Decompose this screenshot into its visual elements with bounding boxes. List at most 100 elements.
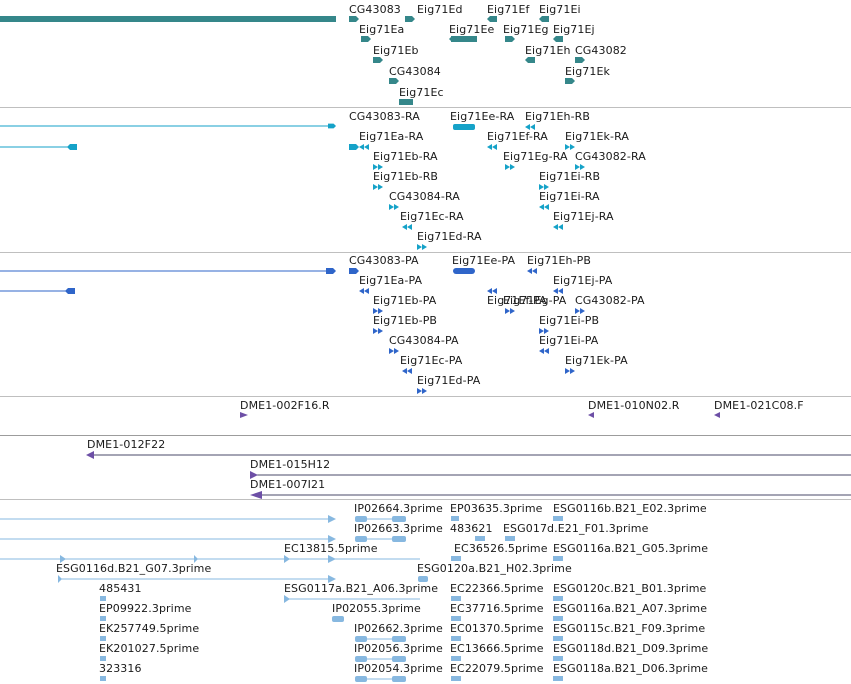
gene-label[interactable]: Eig71Eb <box>373 44 419 57</box>
protein-glyph[interactable] <box>565 368 575 374</box>
est-glyph[interactable] <box>553 636 563 641</box>
transcript-glyph[interactable] <box>539 204 549 210</box>
gene-glyph[interactable] <box>487 16 497 22</box>
protein-glyph[interactable] <box>527 268 537 274</box>
est-glyph[interactable] <box>284 555 290 563</box>
gene-label[interactable]: CG43082 <box>575 44 627 57</box>
gene-label[interactable]: Eig71Ec <box>399 86 444 99</box>
protein-glyph[interactable] <box>389 348 399 354</box>
est-label[interactable]: IP02664.3prime <box>354 502 443 515</box>
protein-glyph[interactable] <box>373 328 383 334</box>
est-label[interactable]: ESG0118d.B21_D09.3prime <box>553 642 709 655</box>
gene-label[interactable]: Eig71Ea <box>359 23 405 36</box>
gene-glyph[interactable] <box>399 99 413 105</box>
transcript-glyph[interactable] <box>453 124 475 130</box>
protein-label[interactable]: Eig71Ek-PA <box>565 354 628 367</box>
est-glyph[interactable] <box>328 515 336 523</box>
transcript-label[interactable]: Eig71Ed-RA <box>417 230 482 243</box>
transcript-label[interactable]: Eig71Ei-RA <box>539 190 600 203</box>
clone-glyph[interactable] <box>250 491 262 499</box>
transcript-glyph[interactable] <box>389 204 399 210</box>
est-label[interactable]: ESG0117a.B21_A06.3prime <box>284 582 439 595</box>
gene-glyph[interactable] <box>575 57 585 63</box>
est-glyph[interactable] <box>451 656 461 661</box>
gene-glyph[interactable] <box>405 16 415 22</box>
protein-label[interactable]: Eig71Ec-PA <box>400 354 463 367</box>
gene-label[interactable]: CG43084 <box>389 65 441 78</box>
gene-label[interactable]: Eig71Eh <box>525 44 571 57</box>
transcript-glyph[interactable] <box>359 144 369 150</box>
protein-label[interactable]: CG43084-PA <box>389 334 459 347</box>
insertion-glyph[interactable] <box>714 412 720 418</box>
clone-glyph[interactable] <box>86 451 94 459</box>
transcript-label[interactable]: Eig71Ei-RB <box>539 170 601 183</box>
est-glyph[interactable] <box>194 555 198 563</box>
gene-glyph[interactable] <box>449 36 457 42</box>
est-label[interactable]: ESG0120a.B21_H02.3prime <box>417 562 572 575</box>
est-glyph[interactable] <box>355 636 367 642</box>
protein-label[interactable]: Eig71Ef-PA <box>487 294 547 307</box>
gene-label[interactable]: Eig71Ee <box>449 23 495 36</box>
transcript-label[interactable]: Eig71Ek-RA <box>565 130 629 143</box>
insertion-glyph[interactable] <box>588 412 594 418</box>
est-glyph[interactable] <box>58 575 62 583</box>
gene-label[interactable]: Eig71Ef <box>487 3 530 16</box>
protein-label[interactable]: Eig71Eg-PA <box>503 294 567 307</box>
transcript-label[interactable]: Eig71Ea-RA <box>359 130 424 143</box>
est-glyph[interactable] <box>355 676 367 682</box>
protein-glyph[interactable] <box>326 268 336 274</box>
protein-label[interactable]: Eig71Ei-PB <box>539 314 600 327</box>
est-glyph[interactable] <box>284 595 290 603</box>
gene-glyph[interactable] <box>553 36 563 42</box>
est-label[interactable]: ESG0116a.B21_A07.3prime <box>553 602 708 615</box>
transcript-label[interactable]: CG43083-RA <box>349 110 420 123</box>
protein-glyph[interactable] <box>453 268 475 274</box>
gene-glyph[interactable] <box>361 36 371 42</box>
est-label[interactable]: ESG0116a.B21_G05.3prime <box>553 542 709 555</box>
clone-label[interactable]: DME1-015H12 <box>250 458 331 471</box>
est-glyph[interactable] <box>392 636 406 642</box>
est-label[interactable]: IP02054.3prime <box>354 662 443 675</box>
gene-label[interactable]: Eig71Ed <box>417 3 463 16</box>
est-glyph[interactable] <box>100 656 106 661</box>
gene-glyph[interactable] <box>539 16 549 22</box>
transcript-label[interactable]: Eig71Ee-RA <box>450 110 515 123</box>
insertion-label[interactable]: DME1-010N02.R <box>588 399 680 412</box>
transcript-label[interactable]: Eig71Eh-RB <box>525 110 591 123</box>
est-label[interactable]: EP03635.3prime <box>450 502 543 515</box>
est-label[interactable]: EC01370.5prime <box>450 622 544 635</box>
est-label[interactable]: ESG0120c.B21_B01.3prime <box>553 582 707 595</box>
gene-glyph[interactable] <box>349 16 359 22</box>
est-glyph[interactable] <box>505 536 515 541</box>
protein-glyph[interactable] <box>65 288 75 294</box>
transcript-glyph[interactable] <box>402 224 412 230</box>
gene-label[interactable]: Eig71Ei <box>539 3 581 16</box>
est-glyph[interactable] <box>553 596 563 601</box>
est-label[interactable]: IP02055.3prime <box>332 602 421 615</box>
est-glyph[interactable] <box>392 536 406 542</box>
protein-glyph[interactable] <box>359 288 369 294</box>
est-label[interactable]: EC13666.5prime <box>450 642 544 655</box>
est-label[interactable]: ESG017d.E21_F01.3prime <box>503 522 649 535</box>
clone-glyph[interactable] <box>250 471 258 479</box>
transcript-glyph[interactable] <box>67 144 77 150</box>
protein-label[interactable]: Eig71Ei-PA <box>539 334 599 347</box>
est-glyph[interactable] <box>392 656 406 662</box>
est-label[interactable]: EC36526.5prime <box>454 542 548 555</box>
transcript-label[interactable]: Eig71Eb-RB <box>373 170 439 183</box>
protein-label[interactable]: Eig71Ea-PA <box>359 274 423 287</box>
gene-label[interactable]: Eig71Ej <box>553 23 595 36</box>
est-label[interactable]: 485431 <box>99 582 142 595</box>
est-label[interactable]: EK201027.5prime <box>99 642 200 655</box>
gene-label[interactable]: Eig71Ek <box>565 65 611 78</box>
transcript-label[interactable]: CG43084-RA <box>389 190 460 203</box>
insertion-glyph[interactable] <box>240 412 248 418</box>
est-glyph[interactable] <box>355 516 367 522</box>
protein-glyph[interactable] <box>505 308 515 314</box>
transcript-label[interactable]: Eig71Ej-RA <box>553 210 614 223</box>
protein-label[interactable]: Eig71Eh-PB <box>527 254 592 267</box>
protein-glyph[interactable] <box>417 388 427 394</box>
est-label[interactable]: 323316 <box>99 662 142 675</box>
protein-label[interactable]: CG43082-PA <box>575 294 645 307</box>
gene-glyph[interactable] <box>389 78 399 84</box>
